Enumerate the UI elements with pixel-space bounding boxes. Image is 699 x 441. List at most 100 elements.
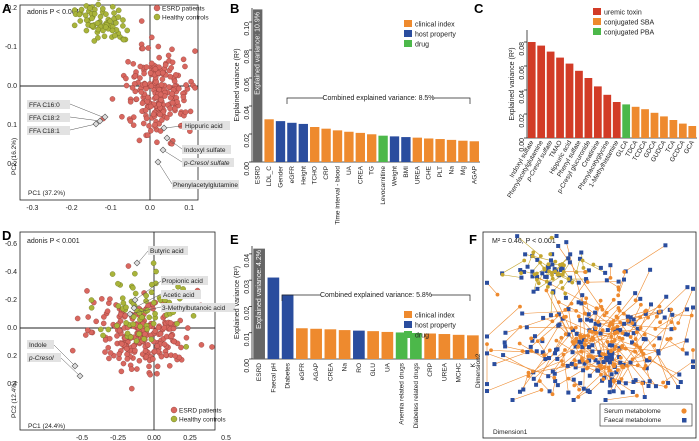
point-esrd <box>142 81 148 87</box>
point-faecal <box>664 294 669 299</box>
point-serum <box>628 335 633 339</box>
point-serum <box>542 267 547 272</box>
y-tick-label: 0.02 <box>519 114 526 128</box>
point-serum <box>635 363 640 368</box>
point-esrd <box>165 52 172 59</box>
bar-1-methylhistamine <box>612 102 621 138</box>
procrustes-link <box>535 337 562 385</box>
procrustes-link <box>557 245 603 310</box>
point-faecal <box>519 275 524 280</box>
point-serum <box>616 285 621 290</box>
x-tick-label: Na <box>449 166 456 175</box>
y-axis-label: Explained variance (R²) <box>509 47 516 120</box>
point-faecal <box>676 385 681 390</box>
point-healthy <box>109 271 116 277</box>
point-healthy <box>115 303 122 309</box>
bar-tmao <box>556 57 564 138</box>
point-serum <box>583 338 588 343</box>
point-healthy <box>103 24 109 30</box>
point-faecal <box>567 260 572 265</box>
point-esrd <box>159 117 165 123</box>
y-tick-label: -0.4 <box>5 269 17 276</box>
legend-label: conjugated PBA <box>604 30 655 37</box>
point-healthy <box>89 15 95 22</box>
point-esrd <box>147 371 153 378</box>
y-tick-label: 0.2 <box>7 161 17 168</box>
point-serum <box>540 337 545 341</box>
point-faecal <box>547 281 552 286</box>
point-healthy <box>124 27 131 34</box>
y-tick-label: 0.00 <box>244 359 251 373</box>
procrustes-link <box>613 367 624 392</box>
point-healthy <box>113 20 119 26</box>
point-healthy <box>107 18 113 24</box>
procrustes-link <box>550 292 553 316</box>
bar-faecal-ph <box>267 277 280 359</box>
point-esrd <box>129 385 135 392</box>
bar-urea <box>412 137 422 162</box>
panel-a-xlabel: PC1 (37.2%) <box>28 190 65 197</box>
point-esrd <box>142 331 148 337</box>
panel-f-legend-serum-marker <box>681 408 687 414</box>
callout-p-cresol-sulfate: p-Cresol sulfate <box>183 160 230 167</box>
point-faecal <box>579 301 584 306</box>
highlight-label: Explained variance: 10.9% <box>255 12 262 95</box>
point-serum <box>582 342 587 347</box>
point-serum <box>611 318 616 323</box>
procrustes-link <box>505 315 557 334</box>
point-healthy <box>115 7 122 14</box>
point-serum <box>616 348 621 353</box>
point-esrd <box>161 341 168 347</box>
point-serum <box>633 342 637 347</box>
procrustes-link <box>533 349 566 380</box>
point-faecal <box>524 325 529 330</box>
point-esrd <box>209 344 215 350</box>
panel-f: F M² = 0.46, P < 0.001 Dimension2 Dimens… <box>469 231 697 439</box>
point-esrd <box>128 366 135 372</box>
point-esrd <box>182 109 189 115</box>
procrustes-link <box>658 309 672 354</box>
point-healthy <box>149 281 155 288</box>
point-esrd <box>116 351 122 357</box>
point-serum <box>640 381 645 386</box>
point-faecal <box>607 390 612 395</box>
panel-b-label: B <box>230 1 239 16</box>
callout-acetic-acid: Acetic acid <box>163 292 195 299</box>
point-faecal <box>535 286 540 291</box>
legend-label: drug <box>415 42 429 49</box>
point-faecal <box>571 377 576 382</box>
procrustes-link <box>606 302 620 313</box>
bar-glu <box>367 331 379 359</box>
point-healthy <box>77 18 84 24</box>
point-faecal <box>570 350 575 355</box>
legend-swatch <box>593 28 601 35</box>
point-faecal <box>635 326 640 331</box>
point-serum <box>570 280 575 285</box>
point-faecal <box>691 359 695 364</box>
point-serum <box>576 345 581 349</box>
point-faecal <box>534 382 539 387</box>
point-faecal <box>630 389 635 394</box>
point-healthy <box>120 36 127 43</box>
point-esrd <box>161 324 167 331</box>
x-tick-label: CRP <box>323 166 330 180</box>
point-serum <box>615 316 620 320</box>
panel-a-label: A <box>2 1 12 16</box>
point-faecal <box>647 379 652 384</box>
y-tick-label: 0.10 <box>244 22 251 36</box>
procrustes-link <box>617 279 625 296</box>
point-serum <box>550 392 555 397</box>
point-serum <box>586 334 591 338</box>
point-esrd <box>180 94 187 100</box>
point-faecal <box>552 267 557 272</box>
point-serum <box>572 358 577 362</box>
bar-gcdca <box>678 123 687 138</box>
bar-anemia-related-drugs <box>395 332 408 359</box>
point-esrd <box>93 318 99 325</box>
y-tick-label: 0.0 <box>7 325 17 332</box>
point-faecal <box>525 350 530 355</box>
point-faecal <box>656 349 661 354</box>
point-faecal <box>609 377 614 382</box>
point-esrd <box>138 89 145 95</box>
point-healthy <box>97 13 104 20</box>
